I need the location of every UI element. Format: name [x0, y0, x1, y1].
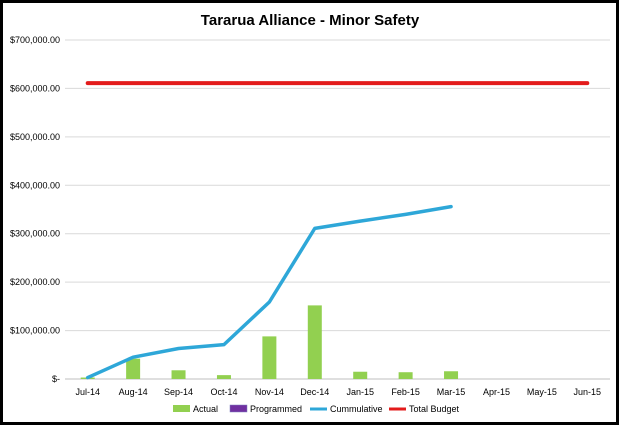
- x-tick-label: Oct-14: [210, 387, 237, 397]
- x-tick-label: Mar-15: [437, 387, 466, 397]
- y-tick-label: $200,000.00: [10, 277, 60, 287]
- bar-actual: [171, 370, 186, 379]
- bar-actual: [444, 371, 459, 379]
- bar-actual: [126, 358, 141, 379]
- x-tick-label: Jun-15: [574, 387, 602, 397]
- legend-entry: Actual: [173, 404, 218, 414]
- x-tick-label: May-15: [527, 387, 557, 397]
- legend: Actual Programmed Cummulative Total Budget: [173, 404, 460, 414]
- bar-actual: [307, 305, 322, 379]
- legend-swatch: [173, 405, 190, 412]
- bar-actual: [262, 336, 277, 379]
- chart-title: Tararua Alliance - Minor Safety: [201, 12, 420, 29]
- grid: [65, 39, 610, 380]
- legend-label: Programmed: [250, 404, 302, 414]
- y-tick-label: $400,000.00: [10, 180, 60, 190]
- line-cummulative: [85, 204, 453, 380]
- x-tick-label: Feb-15: [391, 387, 420, 397]
- y-tick-label: $100,000.00: [10, 326, 60, 336]
- y-tick-label: $700,000.00: [10, 35, 60, 45]
- y-tick-label: $600,000.00: [10, 83, 60, 93]
- x-tick-label: Nov-14: [255, 387, 284, 397]
- y-tick-label: $-: [52, 374, 60, 384]
- x-tick-label: Dec-14: [300, 387, 329, 397]
- legend-label: Total Budget: [409, 404, 460, 414]
- x-tick-label: Apr-15: [483, 387, 510, 397]
- legend-entry: Cummulative: [310, 404, 383, 414]
- legend-label: Actual: [193, 404, 218, 414]
- y-tick-label: $500,000.00: [10, 132, 60, 142]
- x-tick-label: Sep-14: [164, 387, 193, 397]
- bar-actual: [216, 375, 231, 379]
- legend-label: Cummulative: [330, 404, 383, 414]
- chart: Tararua Alliance - Minor Safety $- $100,0…: [10, 12, 610, 414]
- bar-actual: [353, 371, 368, 379]
- legend-entry: Total Budget: [389, 404, 460, 414]
- x-tick-label: Jul-14: [75, 387, 100, 397]
- x-axis-ticks: Jul-14 Aug-14 Sep-14 Oct-14 Nov-14 Dec-14 Jan-…: [75, 387, 601, 397]
- lines: [85, 81, 590, 380]
- bars: [80, 305, 459, 379]
- x-tick-label: Jan-15: [346, 387, 374, 397]
- legend-swatch: [229, 404, 248, 413]
- y-axis-ticks: $- $100,000.00 $200,000.00 $300,000.00 $400,…: [10, 35, 60, 384]
- legend-entry: Programmed: [229, 404, 302, 414]
- x-tick-label: Aug-14: [119, 387, 148, 397]
- bar-actual: [398, 372, 413, 379]
- y-tick-label: $300,000.00: [10, 229, 60, 239]
